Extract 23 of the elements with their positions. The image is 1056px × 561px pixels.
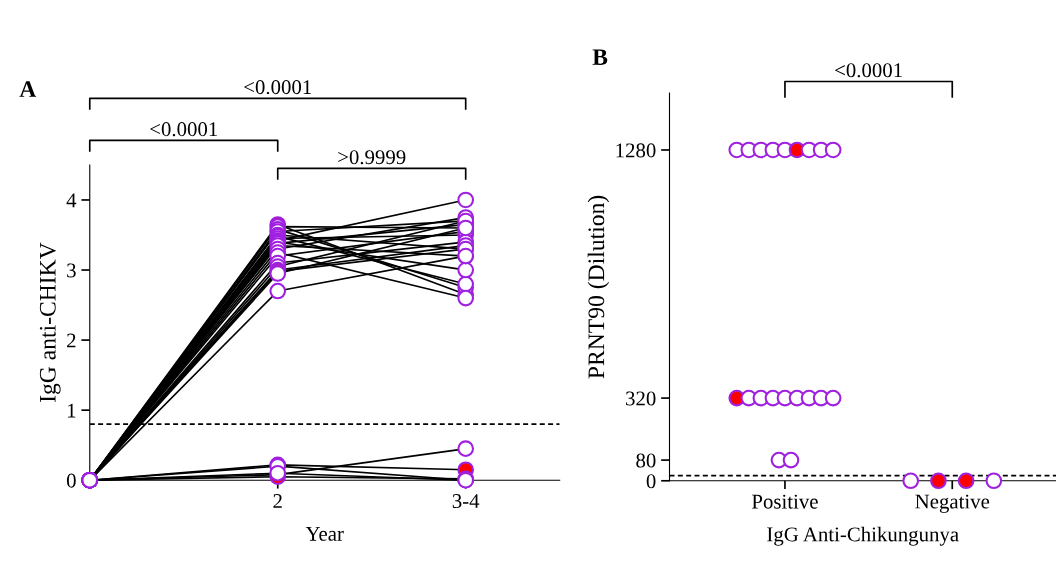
y-tick-label: 80 [636, 453, 656, 468]
y-tick-label: 320 [626, 391, 656, 406]
x-tick-label: Positive [751, 494, 818, 509]
chart-title: A [19, 81, 37, 97]
y-axis-title: PRNT90 (Dilution) [587, 195, 610, 379]
y-tick-label: 1 [67, 403, 76, 418]
x-axis-title: Year [305, 527, 344, 541]
y-axis-title: IgG anti-CHIKV [39, 242, 61, 403]
text: >0.9999 [338, 150, 406, 165]
y-tick-label: 1280 [616, 143, 656, 158]
text: <0.0001 [150, 122, 218, 137]
x-tick-label: 3-4 [452, 494, 480, 509]
x-axis-title: IgG Anti-Chikungunya [767, 526, 959, 546]
chart-title: B [592, 49, 608, 65]
y-tick-label: 2 [67, 333, 76, 348]
y-tick-label: 0 [646, 474, 656, 489]
x-tick-label: 2 [273, 494, 282, 508]
text: <0.0001 [244, 80, 311, 95]
y-tick-label: 3 [67, 263, 76, 278]
text: <0.0001 [835, 63, 902, 78]
x-tick-label: Negative [915, 494, 990, 513]
y-tick-label: 0 [66, 473, 76, 488]
y-tick-label: 4 [66, 193, 77, 208]
